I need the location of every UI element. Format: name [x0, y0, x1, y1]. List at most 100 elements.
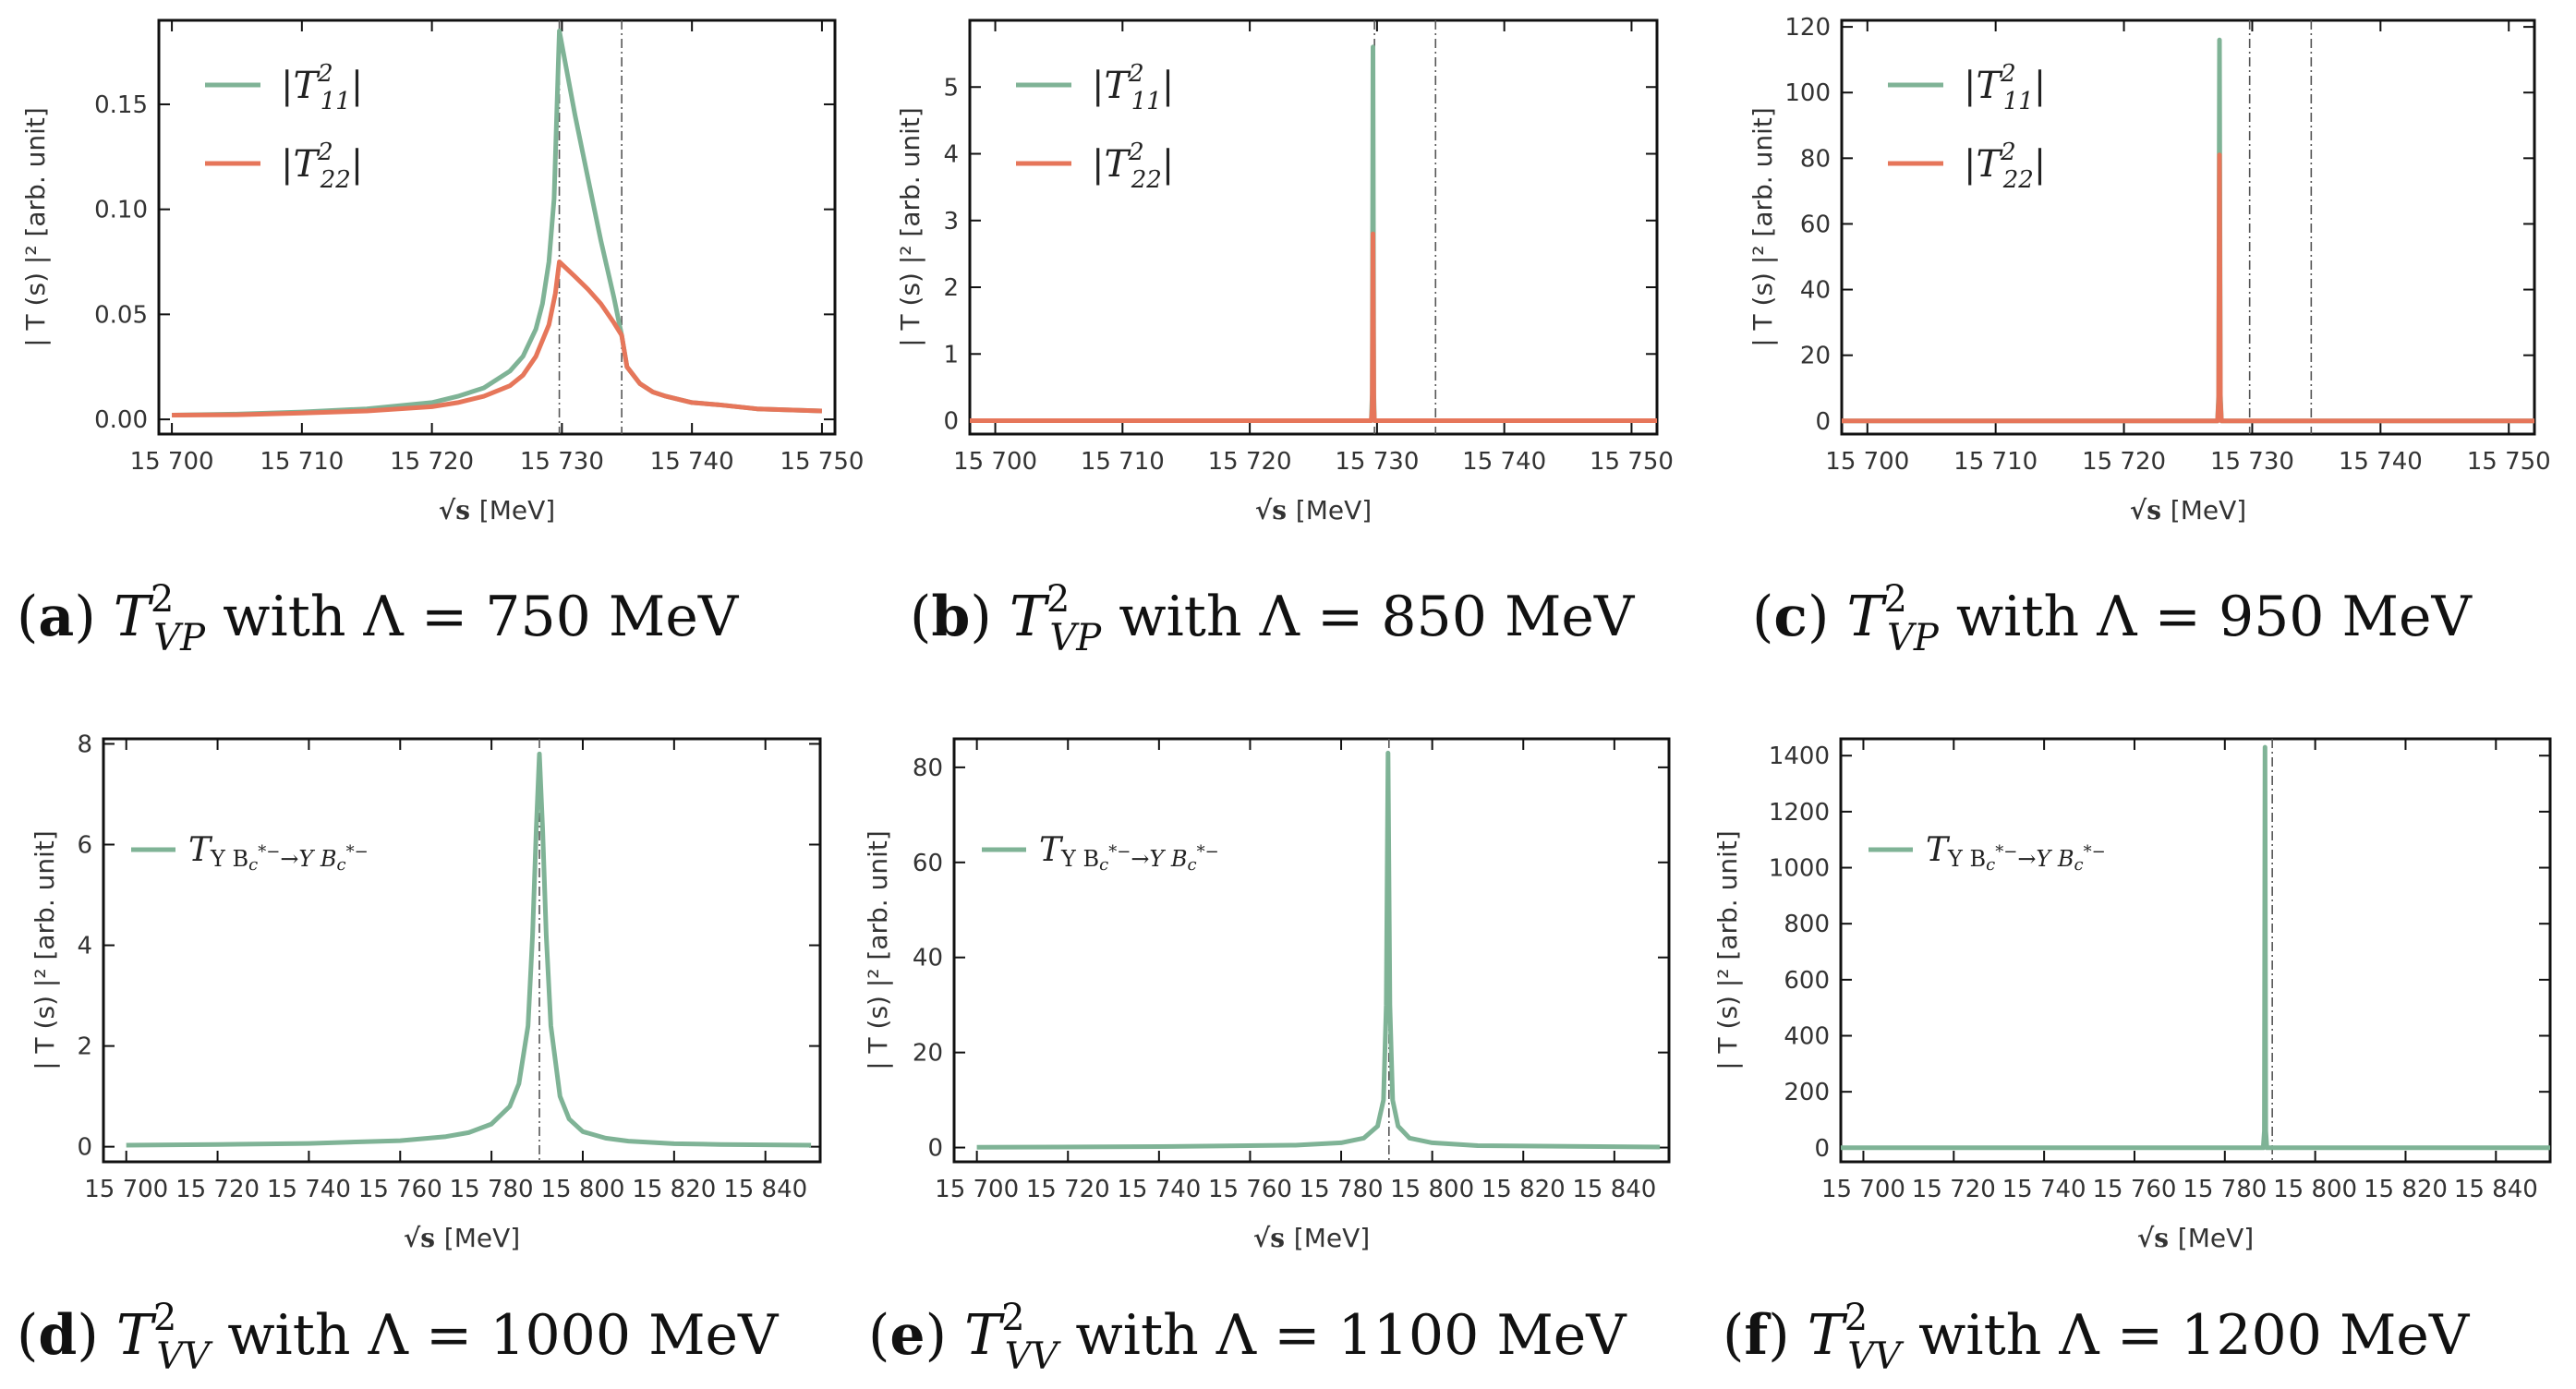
series-line-2	[970, 231, 1657, 423]
legend-entry: |T2 11|	[1092, 60, 1174, 115]
x-tick-label: 15 730	[2210, 448, 2294, 476]
plot-frame	[1840, 18, 2536, 436]
y-tick-label: 3	[943, 208, 959, 236]
legend-entry: TΥ Bc*−→Υ Bc*−	[1039, 831, 1219, 875]
x-tick-label: 15 700	[130, 448, 214, 476]
panel-e: 15 700 15 720 15 740 15 760 15 780 15 800 15 8…	[863, 737, 1671, 1253]
y-tick-label: 6	[77, 832, 92, 860]
y-tick-label: 0	[77, 1134, 92, 1162]
x-tick-label: 15 720	[1026, 1176, 1110, 1203]
legend: TΥ Bc*−→Υ Bc*−	[982, 831, 1219, 875]
legend: |T2 11| |T2 22|	[1016, 60, 1174, 194]
y-tick-label: 4	[77, 933, 92, 960]
y-tick-label: 4	[943, 141, 959, 169]
y-tick-label: 200	[1784, 1079, 1830, 1106]
y-tick-label: 2	[77, 1033, 92, 1061]
x-tick-label: 15 740	[2339, 448, 2423, 476]
panel-a: 15 700 15 710 15 720 15 730 15 740 15 750 0.00…	[20, 18, 864, 525]
caption-e: (e) T2 VV with Λ = 1100 MeV	[868, 1297, 1627, 1378]
x-tick-label: 15 780	[2183, 1176, 2267, 1203]
x-tick-label: 15 800	[540, 1176, 624, 1203]
y-axis-label: | T (s) |² [arb. unit]	[1748, 107, 1778, 347]
y-axis-label: | T (s) |² [arb. unit]	[895, 107, 925, 347]
caption-f: (f) T2 VV with Λ = 1200 MeV	[1723, 1297, 2471, 1378]
y-tick-label: 1000	[1769, 855, 1830, 883]
x-tick-label: 15 740	[1462, 448, 1546, 476]
caption-b: (b) T2 VP with Λ = 850 MeV	[910, 578, 1636, 659]
x-tick-label: 15 720	[2082, 448, 2166, 476]
legend-entry: TΥ Bc*−→Υ Bc*−	[1926, 831, 2106, 875]
x-tick-label: 15 760	[358, 1176, 442, 1203]
legend-entry: |T2 11|	[1964, 60, 2046, 115]
captions: (a) T2 VP with Λ = 750 MeV (b) T2 VP with Λ…	[17, 578, 2473, 1378]
series-line-2	[1842, 152, 2534, 424]
x-tick-label: 15 780	[450, 1176, 534, 1203]
x-axis-label: √s [MeV]	[1253, 1223, 1370, 1253]
x-tick-label: 15 700	[1825, 448, 1909, 476]
y-tick-label: 8	[77, 731, 92, 758]
x-tick-label: 15 710	[1081, 448, 1165, 476]
y-tick-label: 600	[1784, 967, 1830, 995]
series-line-1	[1841, 744, 2550, 1151]
y-tick-label: 20	[913, 1040, 943, 1068]
panel-c: 15 700 15 710 15 720 15 730 15 740 15 750 0 20 4…	[1748, 14, 2551, 525]
x-tick-label: 15 840	[1572, 1176, 1656, 1203]
x-tick-label: 15 750	[780, 448, 864, 476]
x-tick-label: 15 820	[632, 1176, 716, 1203]
y-tick-label: 2	[943, 274, 959, 302]
series-line-1	[126, 751, 812, 1148]
x-tick-label: 15 700	[953, 448, 1037, 476]
x-tick-label: 15 730	[520, 448, 604, 476]
y-tick-label: 0	[943, 408, 959, 436]
x-tick-label: 15 760	[2092, 1176, 2176, 1203]
y-tick-label: 1400	[1769, 743, 1830, 770]
x-tick-label: 15 720	[175, 1176, 260, 1203]
legend-entry: |T2 22|	[1092, 139, 1174, 194]
y-axis-label: | T (s) |² [arb. unit]	[863, 830, 893, 1070]
x-tick-label: 15 800	[1390, 1176, 1474, 1203]
x-axis-label: √s [MeV]	[2130, 495, 2246, 525]
x-axis-label: √s [MeV]	[2137, 1223, 2254, 1253]
plot-frame	[157, 18, 837, 436]
caption-d: (d) T2 VV with Λ = 1000 MeV	[17, 1297, 780, 1378]
x-tick-label: 15 800	[2273, 1176, 2357, 1203]
legend: |T2 11| |T2 22|	[205, 60, 363, 194]
y-tick-label: 800	[1784, 911, 1830, 938]
y-tick-label: 80	[1800, 145, 1831, 173]
legend: |T2 11| |T2 22|	[1888, 60, 2046, 194]
x-tick-label: 15 710	[260, 448, 344, 476]
y-tick-label: 40	[913, 945, 943, 972]
x-tick-label: 15 740	[1117, 1176, 1201, 1203]
y-axis-label: | T (s) |² [arb. unit]	[1712, 830, 1743, 1070]
caption-c: (c) T2 VP with Λ = 950 MeV	[1752, 578, 2473, 659]
panel-f: 15 700 15 720 15 740 15 760 15 780 15 800 15 8…	[1712, 737, 2552, 1253]
plot-frame	[968, 18, 1659, 436]
x-tick-label: 15 700	[935, 1176, 1019, 1203]
y-tick-label: 0.15	[94, 91, 148, 119]
y-axis-label: | T (s) |² [arb. unit]	[30, 830, 60, 1070]
y-axis-label: | T (s) |² [arb. unit]	[20, 107, 51, 347]
x-tick-label: 15 720	[390, 448, 474, 476]
series-line-1	[976, 750, 1661, 1150]
legend-entry: |T2 11|	[281, 60, 363, 115]
x-axis-label: √s [MeV]	[1255, 495, 1372, 525]
x-tick-label: 15 740	[267, 1176, 351, 1203]
y-tick-label: 0	[1815, 408, 1831, 436]
series-line-1	[970, 44, 1657, 423]
legend: TΥ Bc*−→Υ Bc*−	[1869, 831, 2106, 875]
y-tick-label: 0.05	[94, 301, 148, 329]
y-tick-label: 60	[913, 850, 943, 877]
x-tick-label: 15 750	[2467, 448, 2551, 476]
x-tick-label: 15 840	[2454, 1176, 2538, 1203]
x-tick-label: 15 750	[1590, 448, 1674, 476]
x-tick-label: 15 710	[1953, 448, 2038, 476]
series-line-1	[172, 28, 822, 417]
x-tick-label: 15 820	[1482, 1176, 1566, 1203]
y-tick-label: 0.00	[94, 406, 148, 434]
x-tick-label: 15 820	[2364, 1176, 2448, 1203]
x-tick-label: 15 700	[84, 1176, 168, 1203]
y-tick-label: 80	[913, 755, 943, 782]
y-tick-label: 1	[943, 341, 959, 368]
y-tick-label: 0	[927, 1135, 943, 1163]
